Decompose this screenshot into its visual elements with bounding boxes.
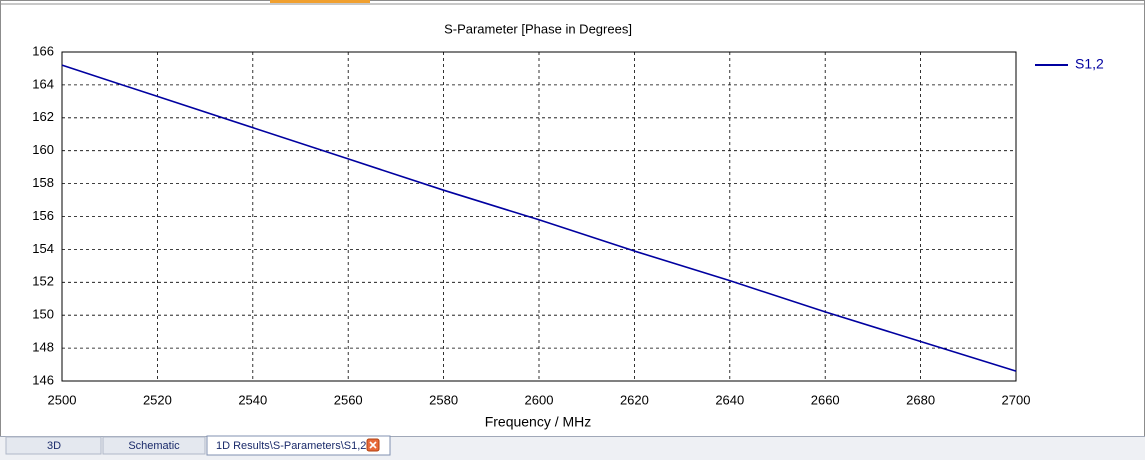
x-tick-label: 2680 [906, 392, 935, 407]
tab[interactable] [102, 436, 206, 455]
tab[interactable] [5, 436, 102, 455]
y-tick-label: 164 [32, 76, 54, 91]
y-tick-label: 154 [32, 241, 54, 256]
x-tick-label: 2660 [811, 392, 840, 407]
y-tick-label: 148 [32, 340, 54, 355]
y-tick-label: 152 [32, 274, 54, 289]
tab-label[interactable]: 3D [47, 440, 61, 452]
y-tick-label: 160 [32, 142, 54, 157]
legend-label: S1,2 [1075, 56, 1104, 72]
x-tick-label: 2520 [143, 392, 172, 407]
x-tick-label: 2580 [429, 392, 458, 407]
x-tick-label: 2700 [1002, 392, 1031, 407]
y-tick-label: 150 [32, 307, 54, 322]
x-tick-label: 2560 [334, 392, 363, 407]
y-tick-label: 156 [32, 208, 54, 223]
y-tick-label: 166 [32, 43, 54, 58]
x-tick-label: 2540 [238, 392, 267, 407]
x-tick-label: 2640 [715, 392, 744, 407]
series-line [61, 64, 1017, 372]
y-tick-label: 162 [32, 109, 54, 124]
y-tick-label: 146 [32, 372, 54, 387]
x-tick-label: 2620 [620, 392, 649, 407]
chart-title: S-Parameter [Phase in Degrees] [444, 21, 632, 36]
x-tick-label: 2500 [48, 392, 77, 407]
y-tick-label: 158 [32, 175, 54, 190]
plot-border [61, 51, 1017, 382]
tab-active[interactable] [206, 435, 391, 456]
tab-close-icon [369, 441, 377, 449]
top-border [1, 3, 1144, 5]
x-axis-label: Frequency / MHz [485, 414, 592, 430]
x-tick-label: 2600 [525, 392, 554, 407]
tab-label[interactable]: 1D Results\S-Parameters\S1,2 [216, 440, 366, 452]
active-highlight [270, 0, 370, 3]
tab-label[interactable]: Schematic [128, 440, 180, 452]
